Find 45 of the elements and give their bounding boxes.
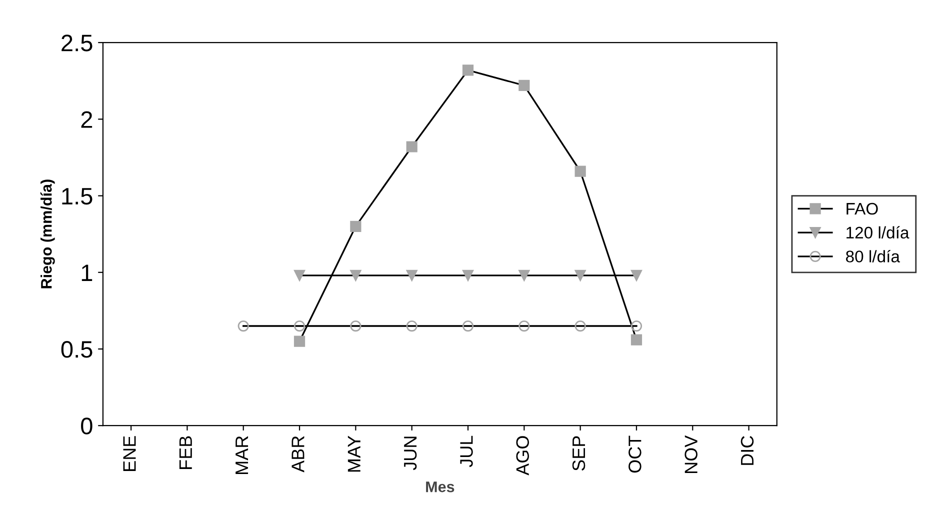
x-tick-label: ABR (292, 436, 304, 472)
legend-label: 80 l/día (846, 250, 900, 262)
point (406, 320, 418, 332)
point (294, 320, 306, 332)
x-tick-label: FEB (179, 436, 192, 469)
x-tick-label: SEP (572, 436, 586, 471)
point (630, 334, 642, 346)
point (294, 336, 306, 347)
legend-label: 120 l/día (846, 226, 910, 239)
point (350, 320, 362, 332)
y-tick-label: 1.5 (62, 188, 92, 205)
y-tick-label: 1 (82, 264, 92, 281)
point (462, 64, 474, 76)
legend-label: FAO (846, 202, 878, 215)
point (462, 270, 474, 282)
point (518, 80, 530, 92)
x-tick-label: JUN (404, 436, 417, 470)
x-tick-label: OCT (628, 436, 642, 473)
point (518, 270, 530, 282)
point (238, 320, 249, 332)
y-axis-title: Riego (mm/día) (40, 180, 55, 288)
x-tick-label: AGO (516, 436, 530, 476)
x-tick-label: NOV (684, 435, 698, 473)
point (574, 320, 586, 332)
point (406, 270, 418, 282)
point (462, 320, 474, 332)
point (350, 270, 362, 282)
y-tick-label: 0 (81, 418, 92, 434)
x-tick-label: MAR (236, 436, 248, 474)
x-tick-label: DIC (740, 436, 754, 465)
y-tick-label: 2 (81, 111, 92, 128)
point (294, 270, 306, 282)
x-axis-title: Mes (426, 482, 454, 492)
y-tick-label: 2.5 (62, 34, 92, 52)
y-tick-label: 0.5 (61, 341, 92, 358)
point (574, 166, 586, 177)
point (630, 320, 642, 332)
point (406, 141, 418, 152)
point (630, 270, 642, 282)
x-tick-label: JUL (460, 436, 473, 468)
point (350, 220, 362, 232)
x-tick-label: MAY (348, 436, 360, 472)
point (574, 270, 586, 282)
x-tick-label: ENE (123, 436, 136, 471)
point (518, 320, 530, 332)
